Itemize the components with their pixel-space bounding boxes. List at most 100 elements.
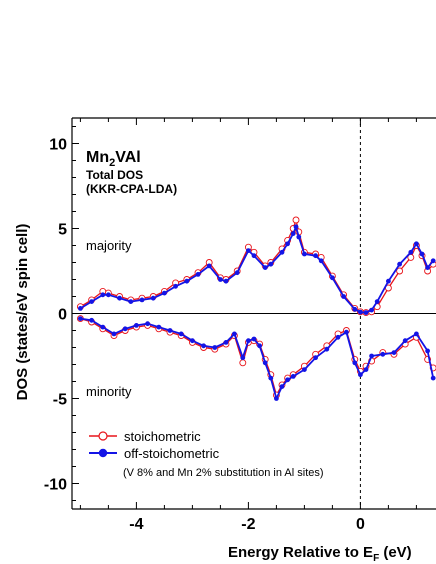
- data-point-off_stoichiometric-minority: [201, 343, 207, 349]
- data-point-off_stoichiometric-majority: [341, 294, 346, 299]
- data-point-off_stoichiometric-minority: [223, 340, 229, 345]
- y-tick-label: 10: [49, 137, 67, 154]
- data-point-off_stoichiometric-minority: [167, 328, 173, 333]
- data-point-off_stoichiometric-minority: [425, 348, 430, 354]
- data-point-off_stoichiometric-minority: [232, 331, 237, 337]
- legend-marker-off-stoichiometric: [98, 448, 108, 458]
- x-axis-title: Energy Relative to EF (eV): [228, 544, 412, 564]
- data-point-off_stoichiometric-minority: [402, 338, 408, 344]
- data-point-off_stoichiometric-minority: [335, 334, 341, 340]
- data-point-off_stoichiometric-majority: [430, 258, 436, 264]
- data-point-off_stoichiometric-majority: [184, 278, 190, 284]
- data-point-off_stoichiometric-majority: [117, 295, 122, 301]
- data-point-off_stoichiometric-minority: [100, 324, 106, 330]
- x-tick-label: -4: [129, 516, 143, 533]
- data-point-off_stoichiometric-majority: [290, 231, 296, 237]
- data-point-off_stoichiometric-majority: [218, 277, 223, 282]
- data-point-off_stoichiometric-majority: [318, 258, 324, 264]
- data-point-off_stoichiometric-minority: [363, 367, 369, 372]
- data-point-off_stoichiometric-majority: [206, 263, 212, 269]
- data-point-off_stoichiometric-minority: [324, 346, 330, 352]
- data-point-off_stoichiometric-majority: [100, 292, 106, 298]
- data-point-off_stoichiometric-minority: [414, 331, 419, 337]
- chart-subtitle-line2: (KKR-CPA-LDA): [86, 182, 177, 196]
- data-point-off_stoichiometric-minority: [240, 355, 246, 361]
- data-point-off_stoichiometric-majority: [386, 278, 391, 284]
- data-point-stoichiometric-majority: [292, 216, 300, 224]
- y-axis-title: DOS (states/eV spin cell): [14, 224, 31, 401]
- data-point-off_stoichiometric-majority: [268, 261, 274, 267]
- data-point-off_stoichiometric-minority: [391, 350, 397, 355]
- data-point-off_stoichiometric-majority: [425, 265, 430, 270]
- data-point-off_stoichiometric-minority: [313, 355, 318, 361]
- data-point-off_stoichiometric-majority: [251, 253, 257, 259]
- legend: stoichometric off-stoichometric (V 8% an…: [89, 429, 324, 479]
- data-point-off_stoichiometric-minority: [302, 367, 307, 372]
- data-point-off_stoichiometric-majority: [293, 224, 299, 230]
- legend-label-stoichiometric: stoichometric: [124, 429, 201, 444]
- data-point-off_stoichiometric-majority: [397, 261, 402, 267]
- series-line-off_stoichiometric-minority: [80, 317, 435, 400]
- x-tick-label: 0: [356, 516, 365, 533]
- x-tick-label: -2: [241, 516, 255, 533]
- data-point-off_stoichiometric-majority: [313, 253, 318, 259]
- data-point-off_stoichiometric-majority: [279, 249, 285, 255]
- data-point-off_stoichiometric-majority: [162, 290, 167, 296]
- data-point-off_stoichiometric-majority: [419, 251, 425, 257]
- data-point-off_stoichiometric-majority: [363, 310, 369, 315]
- y-tick-label: 0: [58, 307, 67, 324]
- data-point-off_stoichiometric-majority: [358, 309, 363, 315]
- y-tick-label: -5: [53, 392, 67, 409]
- series-layer: [76, 216, 436, 401]
- data-point-off_stoichiometric-minority: [352, 360, 358, 366]
- data-point-off_stoichiometric-majority: [106, 292, 111, 298]
- series-line-stoichiometric-minority: [80, 317, 434, 396]
- data-point-off_stoichiometric-majority: [173, 283, 179, 289]
- data-point-off_stoichiometric-minority: [380, 351, 386, 357]
- data-point-off_stoichiometric-minority: [430, 375, 436, 381]
- data-point-off_stoichiometric-majority: [195, 272, 201, 277]
- annotation-majority: majority: [86, 238, 132, 253]
- data-point-off_stoichiometric-minority: [251, 336, 257, 342]
- data-point-off_stoichiometric-majority: [302, 251, 307, 257]
- data-point-off_stoichiometric-majority: [408, 249, 414, 255]
- data-point-off_stoichiometric-majority: [89, 299, 94, 304]
- data-point-off_stoichiometric-majority: [352, 306, 358, 312]
- chart-title: Mn2VAl: [86, 149, 141, 169]
- data-point-off_stoichiometric-minority: [358, 372, 363, 378]
- axis-ticks: [72, 118, 417, 509]
- data-point-off_stoichiometric-minority: [268, 375, 274, 381]
- data-point-off_stoichiometric-minority: [262, 360, 268, 366]
- annotation-minority: minority: [86, 384, 132, 399]
- legend-note: (V 8% and Mn 2% substitution in Al sites…: [123, 467, 324, 479]
- axis-tick-labels: 10 5 0 -5 -10 -4 -2 0: [44, 137, 365, 534]
- data-point-stoichiometric-minority: [239, 359, 247, 367]
- legend-label-off-stoichiometric: off-stoichometric: [124, 446, 220, 461]
- data-point-off_stoichiometric-minority: [257, 343, 262, 349]
- data-point-off_stoichiometric-minority: [274, 396, 279, 401]
- data-point-off_stoichiometric-minority: [111, 331, 117, 337]
- data-point-off_stoichiometric-minority: [145, 321, 151, 327]
- data-point-off_stoichiometric-minority: [290, 374, 296, 379]
- data-point-off_stoichiometric-majority: [78, 306, 83, 311]
- data-point-off_stoichiometric-minority: [89, 317, 94, 323]
- data-point-off_stoichiometric-minority: [190, 338, 195, 344]
- data-point-off_stoichiometric-majority: [330, 275, 335, 281]
- data-point-off_stoichiometric-majority: [234, 270, 240, 276]
- y-tick-label: 5: [58, 222, 67, 239]
- data-point-off_stoichiometric-majority: [139, 297, 145, 303]
- data-point-off_stoichiometric-majority: [369, 307, 374, 313]
- data-point-off_stoichiometric-majority: [223, 278, 229, 284]
- data-point-off_stoichiometric-majority: [128, 299, 134, 304]
- chart-subtitle-line1: Total DOS: [86, 168, 143, 182]
- data-point-off_stoichiometric-minority: [78, 316, 83, 321]
- data-point-off_stoichiometric-majority: [414, 241, 419, 247]
- data-point-off_stoichiometric-minority: [156, 324, 162, 330]
- data-point-off_stoichiometric-minority: [279, 384, 285, 389]
- data-point-off_stoichiometric-minority: [134, 323, 139, 328]
- data-point-off_stoichiometric-minority: [369, 353, 374, 359]
- data-point-off_stoichiometric-majority: [150, 295, 156, 301]
- data-point-off_stoichiometric-minority: [344, 329, 349, 335]
- data-point-off_stoichiometric-minority: [178, 331, 184, 337]
